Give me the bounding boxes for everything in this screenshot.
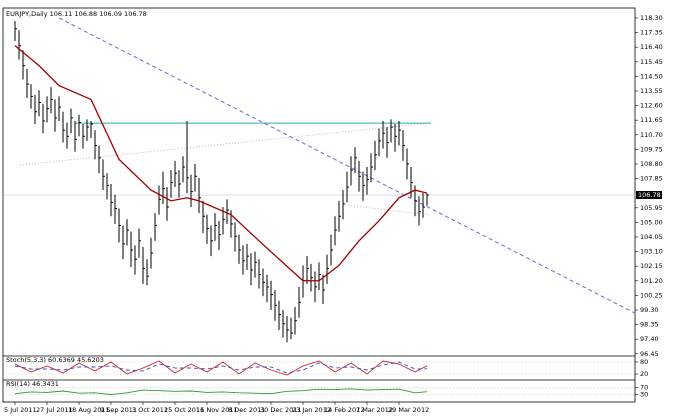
x-tick-label: 30 Dec 2011: [260, 406, 302, 414]
y-tick-label: 114.50: [640, 72, 663, 80]
panel-title: Stoch(5,3,3) 60.6369 45.6203: [6, 356, 104, 364]
y-tick-label: 104.05: [640, 233, 663, 241]
x-tick-label: 7 Mar 2012: [356, 406, 393, 414]
x-tick-label: 5 Jul 2011: [4, 406, 37, 414]
y-tick-label: 101.20: [640, 277, 663, 285]
y-tick-label: 117.35: [640, 29, 663, 37]
y-tick-label: 115.45: [640, 58, 663, 66]
y-tick-label: 102.15: [640, 262, 663, 270]
chart-title: EURJPY,Daily 106.11 106.88 106.09 106.78: [6, 10, 147, 18]
y-tick-label: 70: [640, 383, 648, 391]
x-tick-label: 3 Oct 2011: [132, 406, 168, 414]
drawn-line: [344, 204, 431, 216]
y-tick-label: 97.40: [640, 335, 659, 343]
panel-title: RSI(14) 46.3431: [6, 380, 59, 388]
moving-average: [14, 45, 428, 282]
y-tick-label: 96.45: [640, 350, 659, 358]
y-tick-label: 118.30: [640, 14, 663, 22]
x-tick-label: 27 Jul 2011: [36, 406, 73, 414]
x-tick-label: 9 Sep 2011: [100, 406, 137, 414]
y-tick-label: 116.40: [640, 43, 663, 51]
x-tick-label: 23 Jan 2012: [292, 406, 331, 414]
x-tick-label: 14 Feb 2012: [324, 406, 364, 414]
y-tick-label: 105.95: [640, 204, 663, 212]
frame: [2, 7, 636, 403]
y-tick-label: 100.25: [640, 291, 663, 299]
y-tick-label: 111.65: [640, 116, 663, 124]
x-tick-label: 18 Aug 2011: [68, 406, 110, 414]
y-tick-label: 113.55: [640, 87, 663, 95]
y-tick-label: 80: [640, 358, 648, 366]
current-price-label: 106.78: [638, 191, 661, 199]
y-tick-label: 108.80: [640, 160, 663, 168]
y-tick-label: 30: [640, 391, 648, 399]
indicator-line: [14, 361, 428, 374]
x-tick-label: 16 Nov 2011: [196, 406, 238, 414]
x-tick-label: 29 Mar 2012: [388, 406, 429, 414]
y-tick-label: 105.00: [640, 218, 663, 226]
trend-line: [58, 17, 636, 314]
y-tick-label: 103.10: [640, 248, 663, 256]
x-tick-label: 25 Oct 2011: [164, 406, 204, 414]
y-tick-label: 107.85: [640, 175, 663, 183]
y-tick-label: 20: [640, 370, 648, 378]
y-tick-label: 98.35: [640, 321, 659, 329]
x-tick-label: 8 Dec 2011: [228, 406, 265, 414]
indicator-line: [14, 388, 428, 396]
y-tick-label: 110.70: [640, 131, 663, 139]
current-price-box: [636, 191, 662, 200]
y-tick-label: 99.30: [640, 306, 659, 314]
y-tick-label: 112.60: [640, 102, 663, 110]
indicator-line: [14, 360, 428, 376]
y-tick-label: 109.75: [640, 145, 663, 153]
